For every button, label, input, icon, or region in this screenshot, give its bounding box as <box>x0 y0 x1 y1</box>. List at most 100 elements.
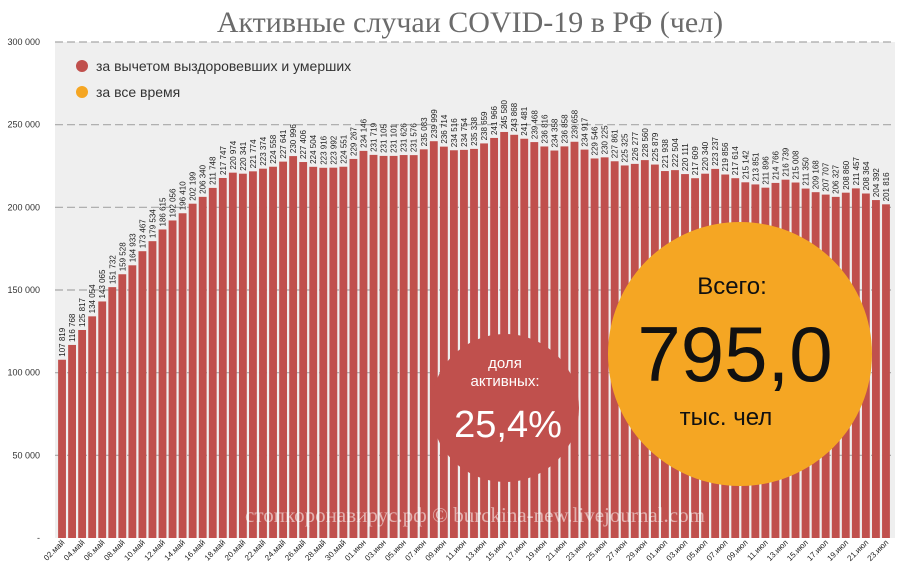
value-label: 239 658 <box>570 109 579 138</box>
value-label: 208 364 <box>862 161 871 190</box>
x-tick-label: 01.июн <box>343 538 368 563</box>
x-tick-label: 20.май <box>223 538 247 562</box>
value-label: 223 237 <box>711 136 720 165</box>
bar <box>349 158 358 538</box>
bar <box>389 155 398 538</box>
bar <box>600 157 609 539</box>
x-tick-label: 21.июл <box>845 538 870 563</box>
bar <box>58 359 66 538</box>
value-label: 228 560 <box>641 128 650 157</box>
value-label: 235 083 <box>420 117 429 146</box>
value-label: 211 350 <box>802 157 811 186</box>
bar <box>570 141 579 538</box>
bar <box>379 155 388 538</box>
bar <box>88 316 97 538</box>
watermark: стопкоронавирус.рф © burckina-new.livejo… <box>245 503 705 527</box>
active-share-circle: доля активных: 25,4% <box>431 334 579 482</box>
value-label: 208 860 <box>842 160 851 189</box>
value-label: 214 766 <box>771 150 780 179</box>
total-value: 795,0 <box>637 310 832 398</box>
bar <box>78 329 87 538</box>
x-tick-label: 05.июн <box>383 538 408 563</box>
x-tick-label: 14.май <box>163 538 187 562</box>
value-label: 186 615 <box>159 197 168 226</box>
value-label: 159 528 <box>118 242 127 271</box>
value-label: 225 879 <box>651 132 660 161</box>
active-share-disc <box>431 334 579 482</box>
value-label: 227 406 <box>299 130 308 159</box>
bar <box>188 203 197 538</box>
value-label: 231 101 <box>390 123 399 152</box>
value-label: 215 008 <box>792 150 801 179</box>
x-tick-label: 06.май <box>82 538 106 562</box>
value-label: 231 719 <box>370 122 379 151</box>
x-tick-label: 27.июн <box>604 538 629 563</box>
x-tick-label: 02.май <box>42 538 66 562</box>
value-label: 206 327 <box>832 164 841 193</box>
value-label: 236 714 <box>440 114 449 143</box>
value-label: 211 748 <box>209 156 218 185</box>
value-label: 206 340 <box>199 164 208 193</box>
x-tick-label: 03.июл <box>665 538 690 563</box>
value-label: 231 576 <box>410 123 419 152</box>
bar <box>460 149 468 538</box>
bar <box>249 171 257 538</box>
value-label: 225 325 <box>621 133 630 162</box>
legend-marker-active <box>76 60 88 72</box>
value-label: 202 199 <box>189 171 198 200</box>
legend-marker-total <box>76 86 88 98</box>
value-label: 224 551 <box>339 134 348 163</box>
value-label: 231 626 <box>400 123 409 152</box>
x-tick-label: 05.июл <box>685 538 710 563</box>
x-tick-label: 15.июл <box>785 538 810 563</box>
value-label: 241 481 <box>520 106 529 135</box>
bar <box>148 241 157 539</box>
bar <box>259 168 267 538</box>
value-label: 231 105 <box>380 123 389 152</box>
bar <box>399 155 408 539</box>
value-label: 217 614 <box>731 146 740 175</box>
bar <box>329 167 338 539</box>
x-tick-label: 19.июл <box>825 538 850 563</box>
bar <box>419 149 428 538</box>
x-tick-label: 25.июн <box>584 538 609 563</box>
bar <box>339 166 348 539</box>
x-tick-label: 24.май <box>263 538 287 562</box>
value-label: 220 340 <box>701 141 710 170</box>
x-tick-label: 09.июн <box>424 538 449 563</box>
bar <box>872 200 880 538</box>
value-label: 221 774 <box>249 139 258 168</box>
value-label: 213 851 <box>751 152 760 181</box>
x-tick-label: 09.июл <box>725 538 750 563</box>
bar <box>98 301 107 538</box>
y-axis-ticks: - 50 000 100 000 150 000 200 000 250 000 300 0… <box>7 37 40 543</box>
bar <box>550 150 559 538</box>
active-share-label-line1: доля <box>488 355 522 372</box>
x-tick-label: 12.май <box>142 538 166 562</box>
value-label: 216 739 <box>781 147 790 176</box>
x-tick-label: 18.май <box>203 538 227 562</box>
value-label: 207 707 <box>822 162 831 191</box>
bar <box>218 177 227 539</box>
value-label: 230 996 <box>289 124 298 153</box>
value-label: 227 641 <box>279 129 288 158</box>
value-label: 234 358 <box>550 118 559 147</box>
value-label: 241 966 <box>490 105 499 134</box>
y-tick-label: 300 000 <box>7 37 40 47</box>
x-tick-label: 22.май <box>243 538 267 562</box>
total-disc <box>608 222 872 486</box>
value-label: 215 142 <box>741 150 750 179</box>
legend-label-total: за все время <box>96 84 180 100</box>
value-label: 227 861 <box>611 129 620 158</box>
bar <box>269 166 277 539</box>
legend: за вычетом выздоровевших и умерших за вс… <box>76 58 351 100</box>
value-label: 224 558 <box>269 134 278 163</box>
value-label: 220 341 <box>239 141 248 170</box>
bar <box>299 162 308 538</box>
value-label: 234 754 <box>460 117 469 146</box>
y-tick-label: - <box>37 533 40 543</box>
x-tick-label: 21.июн <box>544 538 569 563</box>
x-axis-ticks: 02.май04.май06.май08.май10.май12.май14.м… <box>42 538 891 563</box>
bar <box>238 173 247 538</box>
value-label: 107 819 <box>58 327 67 356</box>
